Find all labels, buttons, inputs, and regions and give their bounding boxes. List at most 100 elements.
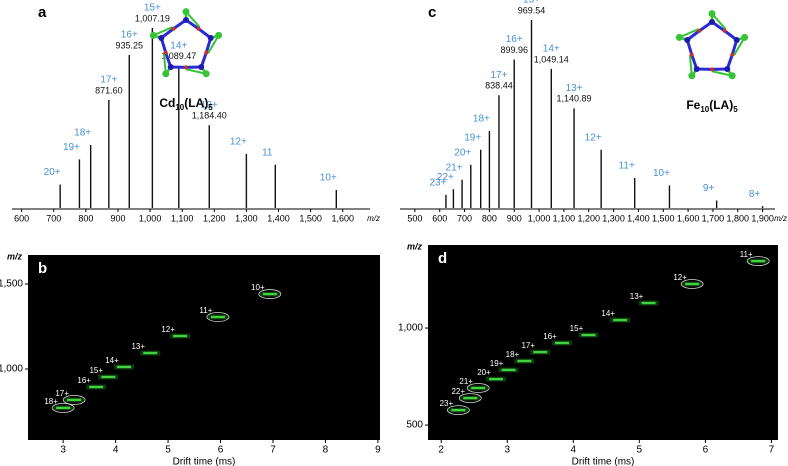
charge-label: 8+ [749, 189, 761, 200]
peak-mz-label: 1,007.19 [135, 13, 170, 23]
x-tick-label: 1,600 [331, 213, 354, 223]
charge-label: 11+ [740, 250, 753, 259]
charge-label: 20+ [454, 147, 471, 158]
charge-label: 14+ [105, 356, 119, 365]
metal-atom [202, 70, 210, 78]
x-axis-label: Drift time (ms) [572, 457, 635, 466]
charge-label: 19+ [464, 132, 481, 143]
charge-label: 19+ [63, 142, 80, 153]
metal-atom [182, 8, 190, 16]
metal-atom [708, 10, 716, 18]
charge-label: 10+ [320, 173, 337, 184]
spot [210, 315, 225, 319]
formula-count: 10 [175, 103, 184, 112]
peak-mz-label: 899.96 [500, 45, 528, 55]
x-tick-label: 1,400 [267, 213, 290, 223]
x-tick-label: 700 [457, 213, 472, 223]
peak-mz-label: 1,140.89 [557, 94, 592, 104]
x-tick-label: 3 [60, 445, 66, 456]
charge-label: 18+ [74, 128, 91, 139]
spot [451, 408, 466, 412]
panel-label: c [428, 4, 436, 21]
metal-atom [741, 33, 749, 41]
y-axis-label: m/z [7, 251, 23, 261]
x-axis-label: m/z [367, 214, 380, 223]
x-tick-label: 600 [432, 213, 447, 223]
charge-label: 21+ [446, 162, 463, 173]
formula: Cd10(LA)5 [159, 96, 213, 112]
charge-label: 12+ [673, 273, 687, 282]
charge-label: 13+ [131, 342, 145, 351]
charge-label: 15+ [89, 366, 103, 375]
charge-label: 17+ [521, 341, 535, 350]
charge-label: 10+ [653, 168, 670, 179]
ring-atom [171, 26, 176, 31]
charge-label: 12+ [585, 132, 602, 143]
formula-element: Fe [686, 98, 700, 112]
panel-label: a [38, 4, 47, 21]
charge-label: 13+ [201, 100, 218, 111]
ring-atom [733, 36, 740, 43]
metal-atom [162, 70, 170, 78]
ring-atom [709, 19, 715, 25]
charge-label: 16+ [77, 376, 91, 385]
y-tick-label: 1,500 [0, 279, 23, 290]
x-tick-label: 7 [769, 445, 775, 456]
x-tick-label: 1,000 [139, 213, 162, 223]
ring-atom [693, 66, 700, 73]
charge-label: 15+ [144, 3, 161, 14]
charge-label: 11+ [619, 161, 635, 172]
charge-label: 18+ [473, 114, 490, 125]
x-axis-label: Drift time (ms) [173, 457, 236, 466]
charge-label: 21+ [459, 377, 473, 386]
molecule-icon [675, 10, 749, 80]
x-tick-label: 9 [375, 445, 381, 456]
charge-label: 17+ [55, 389, 69, 398]
ring-atom [184, 65, 188, 70]
metal-atom [215, 31, 223, 39]
ring-atom [710, 67, 714, 72]
charge-label: 13+ [630, 292, 644, 301]
x-tick-label: 900 [110, 213, 125, 223]
peak-mz-label: 935.25 [116, 40, 144, 50]
molecule-icon [149, 8, 223, 78]
ring-atom [163, 50, 168, 55]
charge-label: 12+ [230, 137, 247, 148]
x-tick-label: 6 [703, 445, 709, 456]
charge-label: 11+ [199, 306, 212, 315]
spot [101, 375, 116, 379]
ring-atom [730, 52, 735, 57]
y-tick-label: 500 [406, 420, 423, 431]
ring-atom [697, 28, 702, 33]
ring-atom [722, 28, 727, 33]
charge-label: 14+ [543, 44, 560, 55]
y-axis-label: m/z [407, 241, 423, 251]
metal-atom [149, 31, 157, 39]
x-tick-label: 1,800 [726, 213, 749, 223]
charge-label: 22+ [451, 387, 465, 396]
spot [517, 359, 532, 363]
charge-label: 17+ [100, 75, 117, 86]
x-tick-label: 8 [323, 445, 329, 456]
x-tick-label: 3 [504, 445, 510, 456]
panel-label: d [438, 250, 447, 267]
charge-label: 16+ [121, 30, 138, 41]
formula-ligand: (LA) [709, 98, 733, 112]
formula-count: 10 [700, 105, 709, 114]
peak-mz-label: 871.60 [95, 85, 123, 95]
x-tick-label: 4 [113, 445, 119, 456]
metal-atom [688, 72, 696, 80]
x-tick-label: 500 [407, 213, 422, 223]
plot-area [28, 255, 380, 440]
charge-label: 18+ [44, 397, 58, 406]
spot [685, 282, 700, 286]
x-tick-label: 700 [46, 213, 61, 223]
formula-ligand-count: 5 [733, 105, 738, 114]
spot [613, 318, 628, 322]
x-tick-label: 1,900 [751, 213, 774, 223]
x-tick-label: 5 [637, 445, 643, 456]
charge-label: 14+ [170, 40, 187, 51]
charge-label: 23+ [440, 399, 454, 408]
spot [56, 406, 71, 410]
